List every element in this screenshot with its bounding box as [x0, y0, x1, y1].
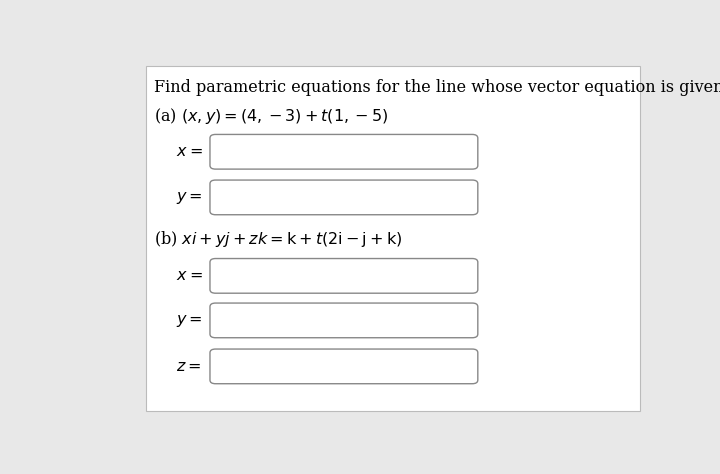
FancyBboxPatch shape: [210, 135, 478, 169]
Text: $z =$: $z =$: [176, 358, 202, 375]
Text: $x =$: $x =$: [176, 267, 203, 284]
Text: $y =$: $y =$: [176, 312, 203, 329]
FancyBboxPatch shape: [210, 258, 478, 293]
FancyBboxPatch shape: [210, 180, 478, 215]
FancyBboxPatch shape: [210, 303, 478, 338]
Text: (b) $xi + yj + zk = \mathrm{k} + t(2\mathrm{i} - \mathrm{j} + \mathrm{k})$: (b) $xi + yj + zk = \mathrm{k} + t(2\mat…: [154, 229, 402, 249]
Text: $x =$: $x =$: [176, 143, 203, 160]
Text: Find parametric equations for the line whose vector equation is given.: Find parametric equations for the line w…: [154, 80, 720, 96]
FancyBboxPatch shape: [145, 66, 639, 411]
Text: (a) $(x, y) = (4, -3) + t(1, -5)$: (a) $(x, y) = (4, -3) + t(1, -5)$: [154, 106, 389, 126]
Text: $y =$: $y =$: [176, 189, 203, 206]
FancyBboxPatch shape: [210, 349, 478, 384]
